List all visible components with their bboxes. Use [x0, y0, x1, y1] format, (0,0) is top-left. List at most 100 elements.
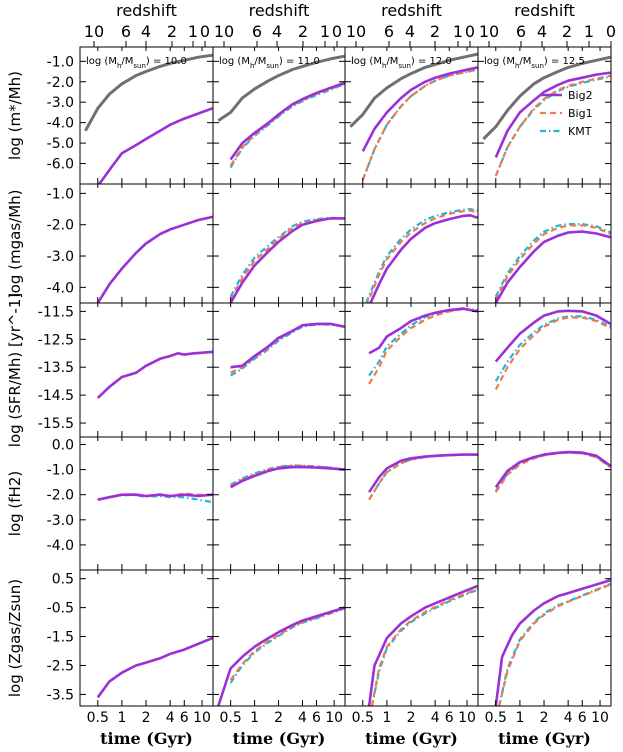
series-KMT-line	[494, 223, 611, 298]
annotation-part: sun	[398, 62, 411, 70]
annotation-part: sun	[133, 62, 146, 70]
panel-r1-c1	[79, 46, 214, 185]
series-Big2-line	[97, 493, 213, 501]
annotation-part: /M	[386, 56, 398, 67]
annotation-part: /M	[254, 56, 266, 67]
panel-frame	[344, 183, 479, 304]
y-axis-label: log (fH2)	[6, 471, 24, 536]
series-KMT-line	[229, 216, 345, 298]
series-KMT-line	[361, 68, 478, 181]
redshift-tick-label: 10	[346, 22, 366, 41]
series-Big1-line	[368, 453, 478, 501]
annotation-part: sun	[531, 62, 544, 70]
x-tick-label: 2	[142, 710, 151, 726]
panel-frame	[212, 436, 346, 571]
series-KMT-line	[96, 215, 213, 303]
redshift-tick-label: 10	[479, 22, 499, 41]
series-Big2-line	[368, 453, 478, 493]
panel-r5-c1	[79, 569, 214, 707]
panel-frame	[477, 302, 612, 438]
annotation-part: ) = 11.0	[279, 56, 320, 67]
x-axis-label: time (Gyr)	[233, 729, 326, 748]
series-Big2-line	[229, 465, 345, 489]
x-tick-label: 1	[117, 710, 126, 726]
annotation-part: /M	[519, 56, 531, 67]
series-KMT-line	[365, 208, 478, 303]
panel-grid	[79, 46, 612, 707]
y-tick-label: -3.5	[47, 687, 74, 703]
panel-frame	[344, 46, 479, 185]
redshift-tick-label: 10	[84, 22, 104, 41]
series-star-ratio-line	[84, 53, 213, 132]
series-Big2-line	[361, 66, 478, 152]
y-tick-label: -4.0	[47, 280, 74, 296]
series-Big2-line	[229, 217, 345, 303]
x-tick-label: 10	[591, 710, 609, 726]
y-tick-label: -1.5	[47, 630, 74, 646]
panel-r1-c3	[344, 46, 479, 185]
series-Big2-line	[494, 578, 611, 706]
panel-frame	[79, 302, 214, 438]
redshift-tick-label: 2	[298, 22, 308, 41]
redshift-axis-label: redshift	[514, 1, 575, 20]
x-tick-label: 2	[274, 710, 283, 726]
y-tick-label: 0.0	[52, 438, 74, 454]
redshift-tick-label: 1	[188, 22, 198, 41]
series-Big1-line	[229, 217, 345, 301]
y-tick-label: -3.0	[47, 513, 74, 529]
panel-r3-c2	[212, 302, 346, 438]
redshift-tick-label: 2	[167, 22, 177, 41]
series-Big2-line	[494, 309, 611, 363]
series-Big1-line	[370, 587, 478, 706]
x-tick-label: 10	[325, 710, 343, 726]
series-Big1-line	[366, 209, 478, 303]
y-tick-label: -12.5	[38, 332, 74, 348]
y-tick-label: -2.0	[47, 218, 74, 234]
panel-frame	[477, 436, 612, 571]
legend-label-kmt: KMT	[568, 125, 592, 138]
annotation-part: h	[250, 62, 254, 70]
y-tick-label: -11.5	[38, 304, 74, 320]
y-axis-label: log (Zgas/Zsun)	[6, 579, 24, 697]
redshift-tick-label: 4	[537, 22, 547, 41]
y-tick-label: -3.0	[47, 95, 74, 111]
y-axis-label: log (m*/Mh)	[6, 71, 24, 160]
x-tick-label: 1	[515, 710, 524, 726]
annotation-part: h	[382, 62, 386, 70]
panel-r1-c2	[212, 46, 346, 185]
annotation-part: /M	[121, 56, 133, 67]
redshift-tick-label: 0	[200, 22, 210, 41]
redshift-axis-label: redshift	[116, 1, 177, 20]
y-tick-label: -1.0	[47, 186, 74, 202]
series-Big2-line	[97, 107, 213, 184]
mass-annotation: log (Mh/Msun) = 11.0	[219, 56, 320, 70]
y-tick-label: 0.5	[52, 572, 74, 588]
mass-annotation: log (Mh/Msun) = 10.0	[86, 56, 187, 70]
redshift-tick-label: 4	[405, 22, 415, 41]
series-KMT-line	[494, 315, 611, 382]
y-axis-label: log (mgas/Mh)	[6, 190, 24, 298]
y-axis-label: log (SFR/Mh) [yr^-1]	[6, 293, 24, 447]
y-tick-label: -4.0	[47, 116, 74, 132]
series-Big1-line	[229, 607, 345, 681]
series-Big2-line	[217, 606, 345, 706]
x-tick-label: 6	[180, 710, 189, 726]
panel-r2-c4	[477, 183, 612, 304]
series-Big1-line	[494, 224, 611, 301]
series-Big2-line	[494, 71, 611, 158]
series-Big2-line	[369, 214, 478, 303]
series-star-ratio-line	[349, 52, 478, 128]
series-Big1-line	[494, 451, 611, 493]
series-star-ratio-line	[482, 55, 611, 141]
x-tick-label: 0.5	[220, 710, 242, 726]
annotation-part: log (M	[484, 56, 515, 67]
panel-r5-c3	[344, 569, 479, 707]
y-tick-label: -0.5	[47, 601, 74, 617]
series-Big1-line	[97, 107, 213, 184]
redshift-tick-label: 0	[465, 22, 475, 41]
x-tick-label: 4	[298, 710, 307, 726]
panel-frame	[212, 569, 346, 707]
redshift-axis-label: redshift	[249, 1, 310, 20]
